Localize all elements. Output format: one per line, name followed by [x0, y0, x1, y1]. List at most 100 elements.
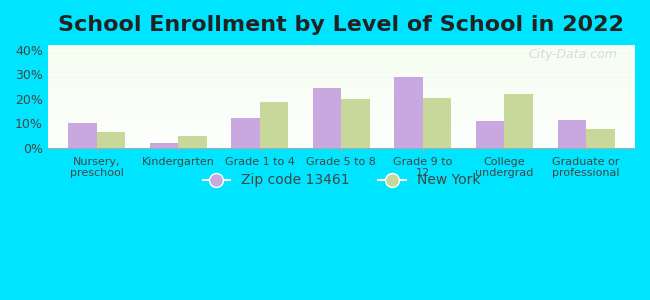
- Bar: [47, 103, 635, 105]
- Bar: [47, 58, 635, 59]
- Bar: [47, 140, 635, 141]
- Bar: [47, 68, 635, 69]
- Bar: [47, 122, 635, 123]
- Bar: [47, 99, 635, 101]
- Bar: [47, 134, 635, 136]
- Bar: [47, 100, 635, 101]
- Bar: [504, 94, 533, 148]
- Bar: [47, 59, 635, 60]
- Bar: [47, 78, 635, 79]
- Bar: [47, 74, 635, 75]
- Title: School Enrollment by Level of School in 2022: School Enrollment by Level of School in …: [58, 15, 624, 35]
- Bar: [47, 130, 635, 131]
- Bar: [47, 121, 635, 122]
- Bar: [47, 56, 635, 57]
- Bar: [47, 136, 635, 137]
- Bar: [47, 62, 635, 63]
- Bar: [47, 137, 635, 139]
- Bar: [395, 77, 423, 148]
- Bar: [47, 93, 635, 94]
- Bar: [47, 89, 635, 90]
- Bar: [47, 67, 635, 68]
- Bar: [47, 124, 635, 125]
- Bar: [47, 92, 635, 93]
- Bar: [47, 112, 635, 113]
- Bar: [47, 143, 635, 144]
- Bar: [47, 98, 635, 99]
- Bar: [97, 132, 125, 148]
- Bar: [47, 108, 635, 109]
- Bar: [47, 73, 635, 74]
- Legend: Zip code 13461, New York: Zip code 13461, New York: [196, 167, 487, 194]
- Bar: [47, 76, 635, 77]
- Bar: [341, 99, 370, 148]
- Bar: [47, 51, 635, 52]
- Bar: [47, 94, 635, 95]
- Bar: [47, 87, 635, 88]
- Bar: [47, 147, 635, 148]
- Bar: [47, 119, 635, 120]
- Bar: [47, 116, 635, 117]
- Bar: [47, 75, 635, 76]
- Bar: [476, 121, 504, 148]
- Bar: [47, 129, 635, 130]
- Bar: [47, 128, 635, 129]
- Bar: [586, 129, 615, 148]
- Bar: [47, 111, 635, 112]
- Bar: [68, 123, 97, 148]
- Bar: [47, 144, 635, 145]
- Bar: [558, 120, 586, 148]
- Bar: [47, 85, 635, 86]
- Bar: [47, 65, 635, 67]
- Bar: [47, 64, 635, 65]
- Bar: [47, 142, 635, 143]
- Bar: [47, 80, 635, 81]
- Bar: [47, 82, 635, 83]
- Bar: [47, 132, 635, 134]
- Bar: [47, 141, 635, 142]
- Bar: [260, 103, 289, 148]
- Bar: [47, 53, 635, 54]
- Bar: [47, 131, 635, 132]
- Bar: [47, 90, 635, 91]
- Bar: [47, 139, 635, 140]
- Bar: [47, 88, 635, 89]
- Bar: [47, 118, 635, 119]
- Bar: [47, 54, 635, 55]
- Bar: [47, 146, 635, 147]
- Bar: [47, 109, 635, 110]
- Bar: [150, 143, 178, 148]
- Bar: [47, 113, 635, 114]
- Bar: [47, 114, 635, 115]
- Bar: [47, 57, 635, 58]
- Bar: [47, 79, 635, 80]
- Bar: [47, 49, 635, 50]
- Bar: [423, 98, 452, 148]
- Bar: [313, 88, 341, 148]
- Bar: [47, 77, 635, 78]
- Bar: [47, 91, 635, 92]
- Bar: [47, 110, 635, 111]
- Bar: [47, 55, 635, 56]
- Bar: [47, 126, 635, 127]
- Bar: [47, 63, 635, 64]
- Bar: [47, 60, 635, 62]
- Bar: [47, 50, 635, 51]
- Bar: [231, 118, 260, 148]
- Bar: [47, 52, 635, 53]
- Bar: [47, 125, 635, 126]
- Bar: [47, 101, 635, 103]
- Bar: [47, 81, 635, 82]
- Bar: [47, 145, 635, 146]
- Bar: [47, 120, 635, 121]
- Bar: [47, 117, 635, 118]
- Text: City-Data.com: City-Data.com: [528, 48, 618, 61]
- Bar: [47, 70, 635, 72]
- Bar: [47, 127, 635, 128]
- Bar: [47, 96, 635, 98]
- Bar: [47, 48, 635, 49]
- Bar: [47, 95, 635, 96]
- Bar: [47, 83, 635, 84]
- Bar: [47, 72, 635, 73]
- Bar: [47, 115, 635, 116]
